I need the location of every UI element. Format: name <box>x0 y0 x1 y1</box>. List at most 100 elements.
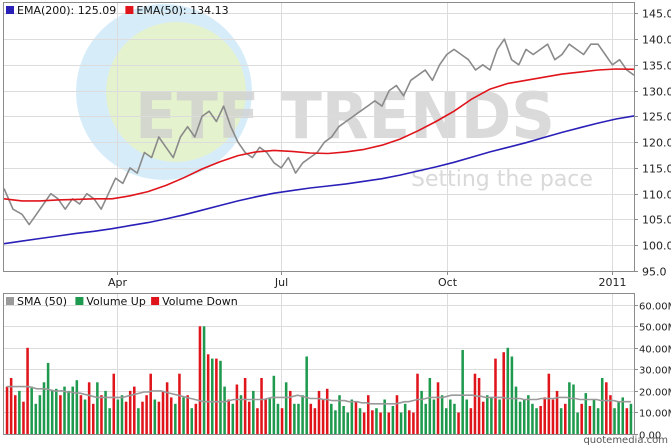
ema200-line <box>3 115 635 245</box>
volume-up-bar <box>568 382 571 434</box>
volume-up-bar <box>617 401 620 434</box>
ema200-legend-swatch <box>6 6 14 14</box>
credit: quotemedia.com <box>583 435 668 445</box>
volume-up-bar <box>527 395 530 434</box>
ema50-legend-label: EMA(50): 134.13 <box>136 4 228 17</box>
volume-up-bar <box>137 408 140 434</box>
volume-down-bar <box>625 408 629 434</box>
price-lines <box>3 38 635 245</box>
volume-up-bar <box>50 390 54 434</box>
volume-up-bar <box>252 390 255 434</box>
volume-chart: 0.00 10.00M 20.00M 30.00M 40.00M 50.00M 60.00M… <box>3 293 671 445</box>
volume-down-bar <box>198 326 202 434</box>
sma-line <box>7 385 631 405</box>
volume-down-bar <box>9 378 13 434</box>
volume-down-bar <box>313 408 317 434</box>
volume-down-bar <box>605 382 608 434</box>
volume-y-tick-label: 60.00M <box>639 302 671 313</box>
price-y-tick-label: 95.0 <box>642 266 667 279</box>
volume-up-bar <box>63 386 66 434</box>
volume-up-bar <box>30 386 33 434</box>
volume-down-bar <box>112 373 116 434</box>
volume-down-bar <box>412 412 415 434</box>
sma-legend-swatch <box>6 297 14 305</box>
volume-up-bar <box>383 399 386 434</box>
volume-down-bar <box>395 395 399 434</box>
price-x-tick-label: Apr <box>108 276 128 289</box>
volume-up-bar <box>490 397 493 434</box>
volume-down-bar <box>280 408 284 434</box>
ema50-legend-swatch <box>125 6 134 14</box>
volume-up-bar <box>297 403 300 434</box>
volume-up-bar <box>613 408 616 434</box>
volume-up-bar <box>403 403 407 434</box>
up-legend-swatch <box>75 297 84 305</box>
volume-up-bar <box>465 399 469 434</box>
volume-down-bar <box>580 403 583 434</box>
volume-down-bar <box>227 399 230 434</box>
volume-y-tick-label: 0.00 <box>639 431 661 442</box>
volume-down-bar <box>555 390 559 434</box>
price-y-tick-label: 125.0 <box>642 111 671 124</box>
volume-down-bar <box>321 399 325 434</box>
volume-up-bar <box>276 403 280 434</box>
volume-up-bar <box>293 403 296 434</box>
volume-down-bar <box>91 403 95 434</box>
volume-up-bar <box>621 397 625 434</box>
up-legend-label: Volume Up <box>86 295 145 308</box>
volume-up-bar <box>284 382 288 434</box>
volume-up-bar <box>486 395 489 434</box>
volume-up-bar <box>71 386 74 434</box>
volume-down-bar <box>149 373 152 434</box>
volume-up-bar <box>301 395 304 434</box>
volume-down-bar <box>588 406 592 434</box>
volume-up-bar <box>424 403 427 434</box>
volume-up-bar <box>420 390 423 434</box>
watermark: ETF TRENDS Setting the pace <box>76 4 593 192</box>
volume-up-bar <box>498 399 501 434</box>
volume-down-bar <box>408 410 411 434</box>
volume-down-bar <box>256 408 259 434</box>
volume-up-bar <box>182 397 185 434</box>
volume-down-bar <box>481 401 485 434</box>
volume-down-bar <box>128 390 132 434</box>
volume-down-bar <box>178 373 181 434</box>
volume-up-bar <box>535 408 538 434</box>
volume-up-bar <box>174 403 177 434</box>
volume-y-tick-label: 50.00M <box>639 323 671 334</box>
volume-down-bar <box>289 390 292 434</box>
volume-up-bar <box>219 360 222 434</box>
volume-down-bar <box>247 401 251 434</box>
price-y-tick-label: 120.0 <box>642 137 671 150</box>
volume-down-bar <box>26 347 29 434</box>
volume-down-bar <box>469 408 473 434</box>
volume-up-bar <box>510 356 514 434</box>
volume-down-bar <box>59 395 62 434</box>
volume-down-bar <box>141 401 144 434</box>
volume-down-bar <box>145 395 148 434</box>
volume-down-bar <box>371 410 374 434</box>
volume-up-bar <box>334 410 337 434</box>
volume-up-bar <box>46 362 50 434</box>
volume-up-bar <box>432 399 436 434</box>
volume-up-bar <box>231 403 235 434</box>
volume-up-bar <box>375 408 378 434</box>
volume-up-bar <box>350 399 354 434</box>
volume-up-bar <box>461 350 464 434</box>
volume-up-bar <box>96 382 99 434</box>
volume-down-bar <box>194 403 198 434</box>
price-y-tick-label: 105.0 <box>642 214 671 227</box>
volume-up-bar <box>330 403 333 434</box>
ema200-legend-label: EMA(200): 125.09 <box>17 4 116 17</box>
price-plot-frame <box>3 2 635 272</box>
volume-down-bar <box>539 406 542 434</box>
volume-down-bar <box>100 395 103 434</box>
volume-y-tick-label: 40.00M <box>639 345 671 356</box>
volume-down-bar <box>243 378 247 434</box>
volume-up-bar <box>444 408 448 434</box>
volume-down-bar <box>161 390 165 434</box>
volume-up-bar <box>239 395 243 434</box>
price-y-tick-label: 115.0 <box>642 163 671 176</box>
volume-up-bar <box>576 412 579 434</box>
